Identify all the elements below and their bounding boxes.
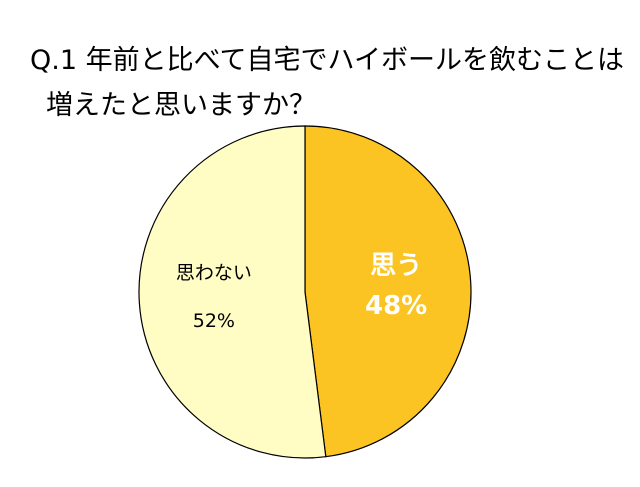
- slice-label-0: 思う: [370, 251, 422, 281]
- chart-title-line-1: Q.1 年前と比べて自宅でハイボールを飲むことは: [30, 45, 624, 76]
- slice-value-label-0: 48%: [365, 291, 427, 321]
- chart-title: Q.1 年前と比べて自宅でハイボールを飲むことは 増えたと思いますか？: [30, 38, 624, 128]
- pie-slice-0: [304, 125, 472, 458]
- slice-label-1: 思わない: [176, 262, 252, 284]
- pie-slice-1: [138, 125, 327, 459]
- chart-title-line-2: 増えたと思いますか？: [46, 90, 316, 121]
- slice-value-label-1: 52%: [193, 310, 235, 332]
